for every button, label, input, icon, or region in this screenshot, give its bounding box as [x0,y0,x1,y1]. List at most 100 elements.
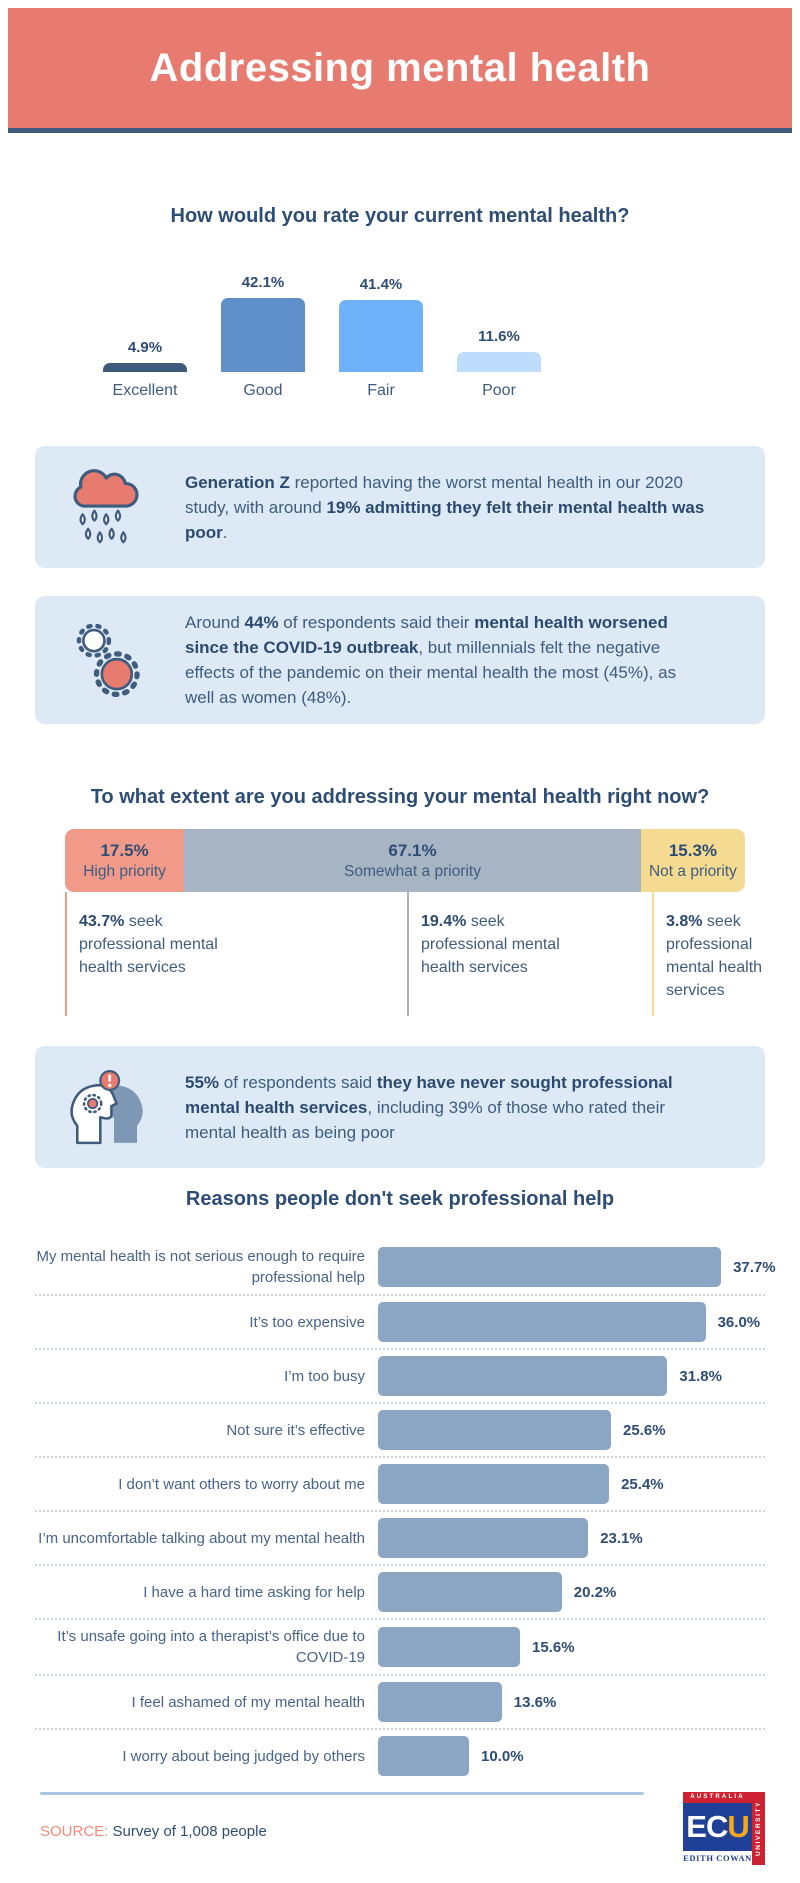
reason-label: My mental health is not serious enough t… [36,1248,365,1286]
seek-stat-text: seek professional mental health services [421,913,560,976]
bar [103,363,187,372]
bar-value-label: 25.4% [621,1475,664,1493]
bar [221,298,305,372]
callout-genz-text: Generation Z reported having the worst m… [185,472,705,542]
ecu-logo-australia: AUSTRALIA [683,1792,752,1803]
axis-category-label: Excellent [112,382,178,399]
callout-never-sought: 55% of respondents said they have never … [35,1046,765,1168]
callout-never-sought-text: 55% of respondents said they have never … [185,1072,673,1142]
callout-genz: Generation Z reported having the worst m… [35,446,765,568]
reasons-chart-title: Reasons people don't seek professional h… [185,1188,615,1210]
seek-stat-value: 43.7% [79,913,125,930]
reason-row: I feel ashamed of my mental health 13.6% [35,1676,765,1730]
bar-value-label: 4.9% [127,339,163,357]
bar-value-label: 15.6% [532,1638,575,1656]
rating-bar-group: 4.9% Excellent [103,269,187,400]
bar [378,1518,589,1558]
rating-bar-group: 11.6% Poor [457,269,541,400]
stacked-segment: 67.1% Somewhat a priority [184,829,641,892]
axis-category-label: Poor [482,382,516,399]
reason-row: I don’t want others to worry about me 25.… [35,1458,765,1512]
heads-alert-icon [55,1069,160,1145]
bar [378,1356,668,1396]
virus-icon [55,618,160,702]
segment-label: High priority [83,862,166,880]
segment-label: Not a priority [648,862,737,880]
seek-stat-value: 19.4% [421,913,467,930]
segment-value-label: 17.5% [100,840,149,860]
bar-value-label: 42.1% [241,274,285,292]
priority-seek-stats: 43.7% seek professional mental health se… [65,892,762,1016]
bar-value-label: 41.4% [359,275,403,293]
bar-value-label: 20.2% [573,1583,617,1601]
seek-stat-text: seek professional mental health services [666,913,763,999]
reason-label: I’m uncomfortable talking about my menta… [38,1529,365,1547]
page-title: Addressing mental health [149,45,651,90]
bar [378,1736,469,1776]
bar-value-label: 31.8% [679,1367,722,1385]
bar-value-label: 13.6% [513,1693,557,1711]
rating-bar-group: 41.4% Fair [339,269,423,400]
priority-chart-title: To what extent are you addressing your m… [90,786,710,808]
callout-covid: Around 44% of respondents said their men… [35,596,765,724]
callout-covid-text: Around 44% of respondents said their men… [185,613,677,707]
bar [378,1627,520,1667]
ecu-university-logo: AUSTRALIA EC U EDITH COWAN UNIVERSITY [683,1792,765,1865]
reason-label: It’s too expensive [249,1313,365,1331]
reasons-bar-chart: My mental health is not serious enough t… [35,1240,776,1782]
source-line: SOURCE: Survey of 1,008 people [40,1823,661,1840]
reason-label: I have a hard time asking for help [143,1583,365,1601]
bar-value-label: 23.1% [600,1529,643,1547]
rating-bar-group: 42.1% Good [221,269,305,400]
reason-row: It’s unsafe going into a therapist’s off… [35,1620,765,1676]
ecu-logo-edith-cowan: EDITH COWAN [683,1851,752,1865]
rating-bar-chart: 4.9% Excellent 42.1% Good 41.4% Fair 11.6% Poor [103,269,543,400]
bar [378,1464,610,1504]
ecu-logo-letters: EC U [683,1803,752,1851]
reason-label: It’s unsafe going into a therapist’s off… [57,1628,365,1666]
segment-value-label: 67.1% [388,840,437,860]
reason-row: My mental health is not serious enough t… [35,1240,776,1296]
bar-value-label: 37.7% [733,1258,776,1276]
source-label: SOURCE: [40,1823,109,1840]
priority-stacked-bar: 17.5% High priority 67.1% Somewhat a priori… [65,829,745,892]
bar-value-label: 10.0% [481,1747,524,1765]
bar [378,1247,722,1287]
axis-category-label: Good [243,382,283,399]
bar [457,351,541,372]
source-text: Survey of 1,008 people [108,1823,267,1840]
bar [378,1572,562,1612]
seek-stat-value: 3.8% [666,913,703,930]
footer: SOURCE: Survey of 1,008 people AUSTRALIA… [8,1792,792,1865]
reason-label: I worry about being judged by others [122,1747,365,1765]
reason-row: It’s too expensive 36.0% [35,1296,765,1350]
reason-label: I don’t want others to worry about me [118,1475,365,1493]
bar-value-label: 25.6% [623,1421,666,1439]
reason-row: I worry about being judged by others 10.0… [35,1730,765,1782]
rating-chart-title: How would you rate your current mental h… [170,205,630,227]
reason-row: I have a hard time asking for help 20.2% [35,1566,765,1620]
footer-divider [40,1792,644,1795]
bar [378,1302,706,1342]
stacked-segment: 17.5% High priority [65,829,185,892]
reason-label: I feel ashamed of my mental health [131,1693,365,1711]
seek-stat-text: seek professional mental health services [79,913,218,976]
reason-row: Not sure it’s effective 25.6% [35,1404,765,1458]
seek-stat: 3.8% seek professional mental health ser… [652,892,772,1016]
bar-value-label: 11.6% [478,327,520,345]
segment-value-label: 15.3% [668,840,718,860]
bar [378,1682,502,1722]
bar [339,299,423,372]
seek-stat: 43.7% seek professional mental health se… [65,892,220,1016]
segment-label: Somewhat a priority [344,862,481,880]
page-header: Addressing mental health [8,8,792,133]
stacked-segment: 15.3% Not a priority [640,829,745,892]
rain-cloud-icon [55,462,160,552]
bar [378,1410,611,1450]
reason-label: Not sure it’s effective [226,1421,365,1439]
seek-stat: 19.4% seek professional mental health se… [407,892,562,1016]
ecu-logo-university: UNIVERSITY [752,1792,765,1865]
axis-category-label: Fair [367,382,395,399]
reason-label: I’m too busy [284,1367,365,1385]
